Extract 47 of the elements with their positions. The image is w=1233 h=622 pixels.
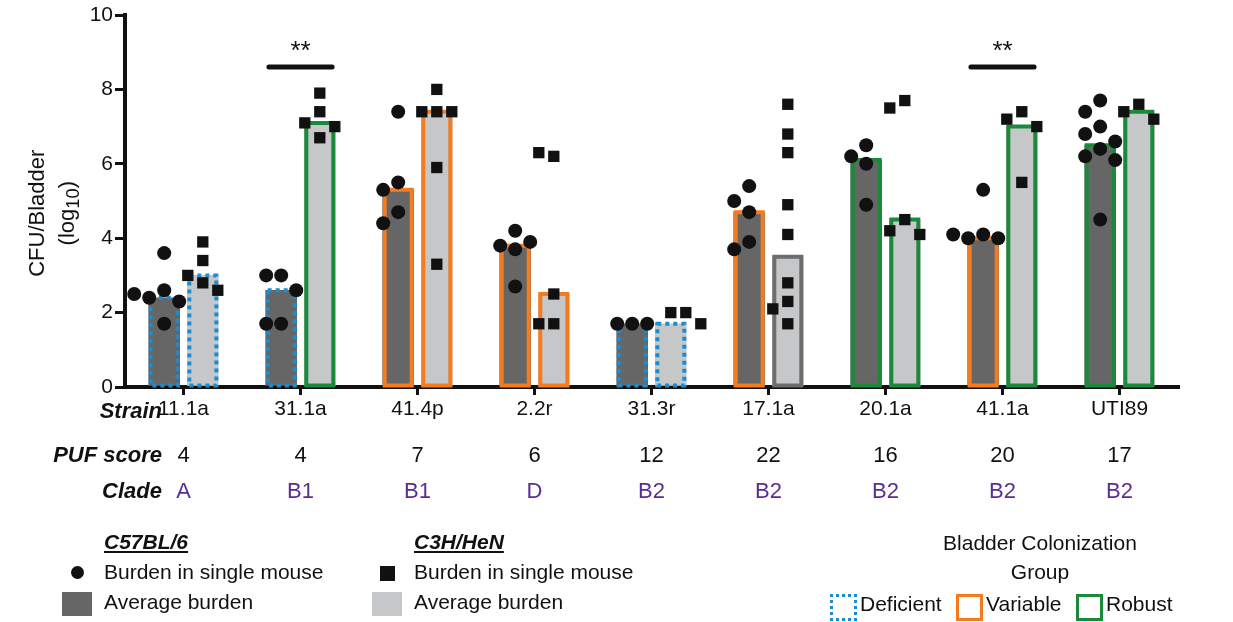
text: 6: [528, 442, 541, 468]
x-tick-label: 20.1a: [859, 396, 913, 420]
text: 20: [990, 442, 1015, 468]
text: 17: [1107, 442, 1132, 468]
annotation: **: [290, 35, 311, 66]
x-tick-label: 17.1a: [742, 396, 796, 420]
text: B2: [989, 478, 1016, 504]
legend-title: Bladder Colonization Group: [942, 530, 1138, 585]
y-tick-label: 6: [101, 150, 113, 174]
text: B2: [755, 478, 782, 504]
text: C57BL/6: [104, 530, 189, 554]
text: B1: [287, 478, 314, 504]
text: 12: [639, 442, 664, 468]
text: Clade: [102, 478, 162, 504]
x-tick-label: 41.4p: [391, 396, 444, 420]
legend-label: Robust: [1106, 592, 1173, 616]
x-tick-label: UTI89: [1090, 396, 1149, 420]
text: Strain: [99, 398, 162, 424]
annotation: **: [992, 35, 1013, 66]
legend-label: Burden in single mouse: [414, 560, 634, 584]
text: B2: [872, 478, 899, 504]
text: B2: [638, 478, 665, 504]
legend-label: Average burden: [104, 590, 254, 614]
text: 22: [756, 442, 781, 468]
y-tick-label: 2: [101, 299, 113, 323]
text: 4: [177, 442, 190, 468]
legend-label: Average burden: [414, 590, 564, 614]
legend-label: Variable: [986, 592, 1062, 616]
y-tick-label: 8: [101, 76, 113, 100]
x-tick-label: 31.3r: [627, 396, 676, 420]
x-tick-label: 2.2r: [516, 396, 553, 420]
text: 7: [411, 442, 424, 468]
y-tick-label: 10: [89, 1, 113, 25]
text: B2: [1106, 478, 1133, 504]
text: C3H/HeN: [414, 530, 504, 554]
text: 4: [294, 442, 307, 468]
legend-label: Deficient: [860, 592, 942, 616]
x-tick-label: 41.1a: [976, 396, 1030, 420]
y-tick-label: 0: [101, 373, 113, 397]
text: A: [176, 478, 191, 504]
text: PUF score: [53, 442, 162, 468]
text: D: [526, 478, 543, 504]
text: B1: [404, 478, 431, 504]
legend-label: Burden in single mouse: [104, 560, 324, 584]
y-tick-label: 4: [101, 225, 114, 248]
x-tick-label: 31.1a: [274, 396, 328, 420]
text: 16: [873, 442, 898, 468]
